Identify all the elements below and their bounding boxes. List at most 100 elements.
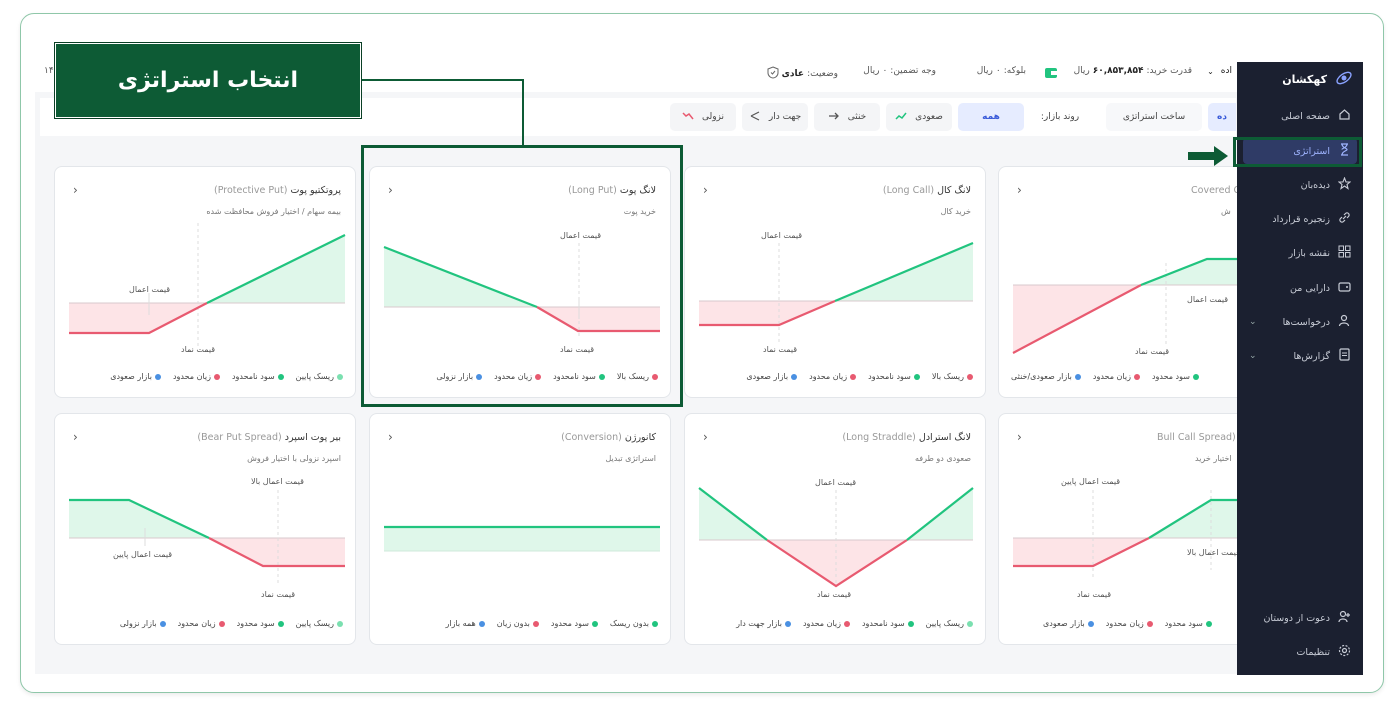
shield-icon xyxy=(767,66,779,82)
card-subtitle: خرید کال xyxy=(940,207,971,216)
chevron-left-icon[interactable]: ‹ xyxy=(1017,183,1022,197)
legend-item: سود نامحدود xyxy=(862,619,914,628)
sidebar-item-strategy[interactable]: استراتژی xyxy=(1243,138,1357,164)
card-legend: سود محدود زیان محدود بازار صعودی xyxy=(1043,619,1212,628)
partial-text: ۱۴ xyxy=(44,66,54,76)
highlight-box-card xyxy=(361,145,683,407)
tutorial-callout: انتخاب استراتژی xyxy=(54,42,362,119)
legend-item: بازار صعودی xyxy=(746,372,798,381)
legend-item: بازار جهت دار xyxy=(736,619,791,628)
legend-item: زیان محدود xyxy=(178,619,225,628)
legend-item: بدون زیان xyxy=(497,619,539,628)
chevron-left-icon[interactable]: ‹ xyxy=(1017,430,1022,444)
filter-directional-button[interactable]: جهت دار xyxy=(742,103,808,131)
card-title: (Bull Call Spread xyxy=(1157,432,1236,443)
pointer-arrow-icon xyxy=(1188,146,1228,166)
filter-neutral-button[interactable]: خنثی xyxy=(814,103,880,131)
payoff-chart xyxy=(69,490,345,585)
trend-up-icon xyxy=(895,111,907,124)
filter-all-button[interactable]: همه xyxy=(958,103,1024,131)
sidebar-item-market-map[interactable]: نقشه بازار xyxy=(1243,240,1357,266)
sidebar-item-option-chain[interactable]: زنجیره قرارداد xyxy=(1243,206,1357,232)
legend-item: سود محدود xyxy=(1152,372,1199,381)
card-legend: سود محدود زیان محدود بازار صعودی/خنثی xyxy=(1011,372,1199,381)
strategy-card-long-straddle[interactable]: لانگ استرادل (Long Straddle) صعودی دو طر… xyxy=(684,413,986,645)
sidebar-item-settings[interactable]: تنظیمات xyxy=(1243,639,1357,665)
chevron-left-icon[interactable]: ‹ xyxy=(388,430,393,444)
chevron-left-icon[interactable]: ‹ xyxy=(703,183,708,197)
upper-strike-label: قیمت اعمال بالا xyxy=(1187,548,1240,557)
wallet-icon xyxy=(1044,66,1058,80)
legend-item: همه بازار xyxy=(445,619,485,628)
card-legend: ریسک پایین سود محدود زیان محدود بازار نز… xyxy=(120,619,343,628)
brand: کهکشان xyxy=(1237,62,1363,90)
star-icon xyxy=(1337,176,1352,193)
strike-label: قیمت اعمال xyxy=(560,231,602,240)
price-label: قیمت نماد xyxy=(560,345,595,354)
legend-item: سود محدود xyxy=(1165,619,1212,628)
strategy-card-long-put[interactable]: لانگ پوت (Long Put) خرید پوت ‹ قیمت اعما… xyxy=(369,166,671,398)
strategy-card-protective-put[interactable]: پروتکتیو پوت (Protective Put) بیمه سهام … xyxy=(54,166,356,398)
buying-power: قدرت خرید: ۶۰,۸۵۳,۸۵۴ ریال xyxy=(1073,66,1192,76)
chevron-left-icon[interactable]: ‹ xyxy=(73,430,78,444)
price-label: قیمت نماد xyxy=(817,590,852,599)
price-label: قیمت نماد xyxy=(1135,347,1170,356)
legend-item: بازار نزولی xyxy=(120,619,166,628)
account-selector[interactable]: اده ⌄ xyxy=(1207,66,1232,76)
arrow-right-icon xyxy=(828,111,840,124)
sidebar-item-reports[interactable]: گزارش‌ها ⌄ xyxy=(1243,343,1357,369)
legend-item: زیان محدود xyxy=(1093,372,1140,381)
lower-strike-label: قیمت اعمال پایین xyxy=(1061,477,1121,486)
sidebar-item-my-assets[interactable]: دارایی من xyxy=(1243,275,1357,301)
legend-item: زیان محدود xyxy=(1106,619,1153,628)
report-icon xyxy=(1338,348,1351,364)
requests-icon xyxy=(1338,314,1351,330)
card-title: پروتکتیو پوت (Protective Put) xyxy=(213,185,341,196)
price-label: قیمت نماد xyxy=(181,345,216,354)
card-title: لانگ پوت (Long Put) xyxy=(568,185,656,196)
sidebar-item-requests[interactable]: درخواست‌ها ⌄ xyxy=(1243,309,1357,335)
chevron-left-icon[interactable]: ‹ xyxy=(73,183,78,197)
legend-item: زیان محدود xyxy=(173,372,220,381)
chevron-left-icon[interactable]: ‹ xyxy=(388,183,393,197)
legend-item: سود نامحدود xyxy=(232,372,284,381)
sidebar-item-home[interactable]: صفحه اصلی xyxy=(1243,103,1357,129)
card-title: Covered C xyxy=(1191,185,1241,196)
card-legend: ریسک بالا سود نامحدود زیان محدود بازار ن… xyxy=(436,372,658,381)
sidebar-item-invite-friends[interactable]: دعوت از دوستان xyxy=(1243,605,1357,631)
tab-strategies[interactable]: ده xyxy=(1208,103,1236,131)
card-subtitle: ش xyxy=(1221,207,1231,216)
connector-line xyxy=(362,79,524,81)
card-title: لانگ استرادل (Long Straddle) xyxy=(842,432,971,443)
top-bar: ۱۴ اده ⌄ قدرت خرید: ۶۰,۸۵۳,۸۵۴ ریال بلوکه: ۰… xyxy=(40,60,1236,90)
galaxy-logo-icon xyxy=(1335,69,1353,90)
trend-down-icon xyxy=(682,111,694,124)
grid-icon xyxy=(1338,245,1351,261)
payoff-chart xyxy=(384,525,660,552)
lower-strike-label: قیمت اعمال پایین xyxy=(113,550,173,559)
legend-item: ریسک پایین xyxy=(296,619,343,628)
card-legend: بدون ریسک سود محدود بدون زیان همه بازار xyxy=(445,619,658,628)
legend-item: سود نامحدود xyxy=(553,372,605,381)
strategy-card-conversion[interactable]: کانورژن (Conversion) استراتژی تبدیل ‹ بد… xyxy=(369,413,671,645)
chevron-left-icon[interactable]: ‹ xyxy=(703,430,708,444)
build-strategy-button[interactable]: ساخت استراتژی xyxy=(1106,103,1202,131)
legend-item: بدون ریسک xyxy=(610,619,658,628)
strategy-card-bear-put-spread[interactable]: بیر پوت اسپرد (Bear Put Spread) اسپرد نز… xyxy=(54,413,356,645)
card-legend: ریسک بالا سود نامحدود زیان محدود بازار ص… xyxy=(746,372,973,381)
strategy-card-long-call[interactable]: لانگ کال (Long Call) خرید کال ‹ قیمت اعم… xyxy=(684,166,986,398)
price-label: قیمت نماد xyxy=(1077,590,1112,599)
card-subtitle: صعودی دو طرفه xyxy=(914,454,971,463)
payoff-chart xyxy=(699,241,974,343)
card-subtitle: بیمه سهام / اختیار فروش محافظت شده xyxy=(206,207,341,216)
filter-bearish-button[interactable]: نزولی xyxy=(670,103,736,131)
account-status: وضعیت: عادی xyxy=(767,66,838,82)
legend-item: سود محدود xyxy=(551,619,598,628)
sidebar-item-watchlist[interactable]: دیده‌بان xyxy=(1243,172,1357,198)
add-user-icon xyxy=(1338,610,1351,626)
blocked-amount: بلوکه: ۰ ریال xyxy=(976,66,1026,76)
connector-line xyxy=(522,79,524,145)
filter-bullish-button[interactable]: صعودی xyxy=(886,103,952,131)
legend-item: ریسک پایین xyxy=(926,619,973,628)
legend-item: زیان محدود xyxy=(809,372,857,381)
